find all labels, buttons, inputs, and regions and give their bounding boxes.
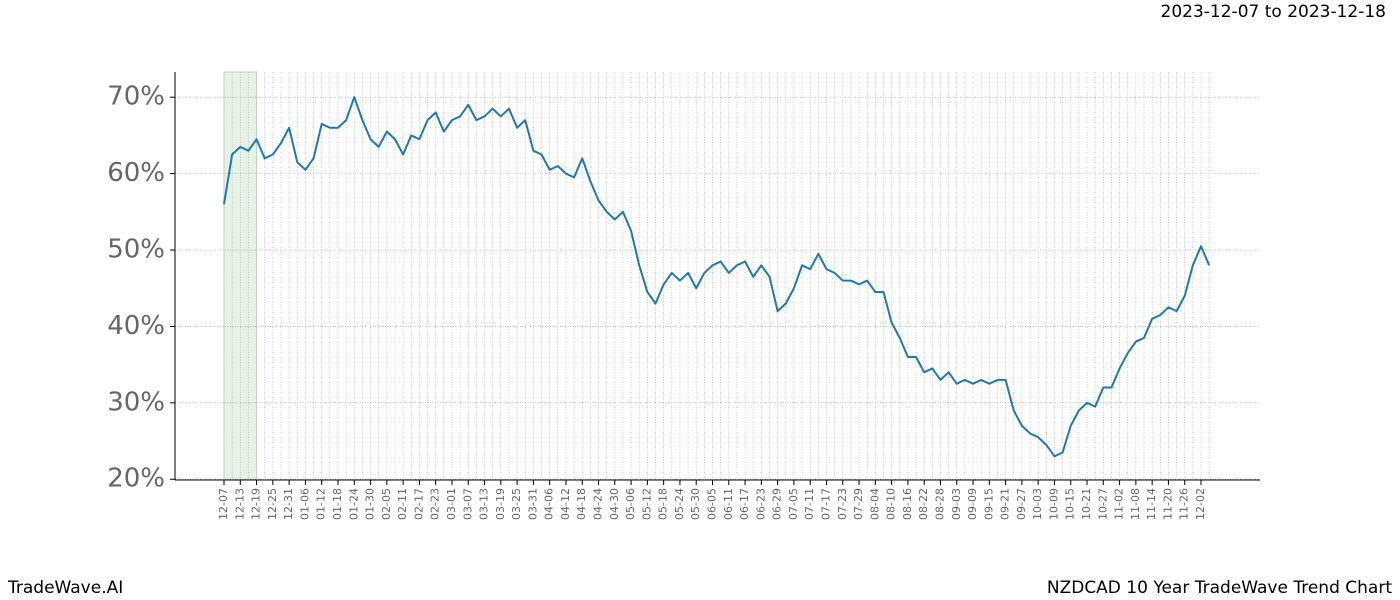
x-tick-label: 08-04 <box>868 488 881 520</box>
x-tick-label: 01-18 <box>331 488 344 520</box>
x-tick-label: 09-15 <box>982 488 995 520</box>
x-tick-label: 12-13 <box>233 488 246 520</box>
y-tick-label: 30% <box>107 387 165 417</box>
x-tick-label: 03-31 <box>526 488 539 520</box>
y-tick-label: 60% <box>107 158 165 188</box>
x-tick-label: 04-12 <box>559 488 572 520</box>
x-tick-label: 01-24 <box>347 488 360 520</box>
y-tick-label: 50% <box>107 235 165 265</box>
x-tick-label: 12-02 <box>1194 488 1207 520</box>
x-tick-label: 07-23 <box>836 488 849 520</box>
x-tick-label: 05-06 <box>624 488 637 520</box>
x-tick-label: 02-23 <box>429 488 442 520</box>
y-tick-label: 40% <box>107 311 165 341</box>
brand: TradeWave.AI <box>7 578 123 598</box>
x-tick-label: 11-02 <box>1113 488 1126 520</box>
y-tick-label: 20% <box>107 464 165 494</box>
x-tick-label: 12-07 <box>217 488 230 520</box>
x-tick-label: 12-31 <box>282 488 295 520</box>
x-tick-label: 06-23 <box>754 488 767 520</box>
x-tick-label: 09-21 <box>999 488 1012 520</box>
x-tick-label: 05-30 <box>689 488 702 520</box>
x-tick-label: 09-03 <box>950 488 963 520</box>
x-tick-label: 04-18 <box>575 488 588 520</box>
x-tick-label: 08-28 <box>933 488 946 520</box>
x-tick-label: 02-17 <box>412 488 425 520</box>
x-tick-label: 06-05 <box>706 488 719 520</box>
x-tick-label: 04-24 <box>592 488 605 520</box>
x-tick-label: 07-05 <box>787 488 800 520</box>
x-tick-label: 05-24 <box>673 488 686 520</box>
x-tick-label: 06-17 <box>738 488 751 520</box>
x-tick-label: 11-14 <box>1145 488 1158 520</box>
x-tick-label: 09-27 <box>1015 488 1028 520</box>
x-tick-label: 07-17 <box>819 488 832 520</box>
x-tick-label: 10-03 <box>1031 488 1044 520</box>
x-tick-label: 08-16 <box>901 488 914 520</box>
x-tick-label: 11-08 <box>1129 488 1142 520</box>
x-tick-label: 04-30 <box>608 488 621 520</box>
x-tick-label: 07-29 <box>852 488 865 520</box>
x-tick-label: 10-21 <box>1080 488 1093 520</box>
x-tick-label: 01-06 <box>298 488 311 520</box>
x-tick-label: 06-29 <box>771 488 784 520</box>
x-tick-label: 06-11 <box>722 488 735 520</box>
x-tick-label: 10-09 <box>1047 488 1060 520</box>
x-tick-label: 03-07 <box>461 488 474 520</box>
x-tick-label: 10-15 <box>1064 488 1077 520</box>
x-tick-label: 01-12 <box>315 488 328 520</box>
x-tick-label: 03-01 <box>445 488 458 520</box>
x-tick-label: 02-05 <box>380 488 393 520</box>
x-tick-label: 05-12 <box>640 488 653 520</box>
x-tick-label: 12-19 <box>250 488 263 520</box>
trend-line <box>223 96 1211 458</box>
y-tick-label: 70% <box>107 82 165 112</box>
x-tick-label: 11-20 <box>1161 488 1174 520</box>
x-tick-label: 05-18 <box>657 488 670 520</box>
x-tick-label: 01-30 <box>364 488 377 520</box>
x-tick-label: 10-27 <box>1096 488 1109 520</box>
x-tick-label: 03-25 <box>510 488 523 520</box>
x-tick-label: 03-13 <box>478 488 491 520</box>
x-tick-label: 02-11 <box>396 488 409 520</box>
highlight-band <box>223 71 258 481</box>
x-tick-label: 08-10 <box>885 488 898 520</box>
x-tick-label: 07-11 <box>803 488 816 520</box>
chart-caption: NZDCAD 10 Year TradeWave Trend Chart <box>1047 578 1392 598</box>
date-range: 2023-12-07 to 2023-12-18 <box>1161 2 1386 22</box>
x-tick-label: 04-06 <box>543 488 556 520</box>
x-tick-label: 08-22 <box>917 488 930 520</box>
x-tick-label: 03-19 <box>494 488 507 520</box>
x-tick-label: 11-26 <box>1178 488 1191 520</box>
x-tick-label: 09-09 <box>966 488 979 520</box>
x-tick-label: 12-25 <box>266 488 279 520</box>
